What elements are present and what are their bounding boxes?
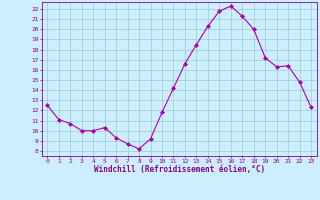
X-axis label: Windchill (Refroidissement éolien,°C): Windchill (Refroidissement éolien,°C) bbox=[94, 165, 265, 174]
